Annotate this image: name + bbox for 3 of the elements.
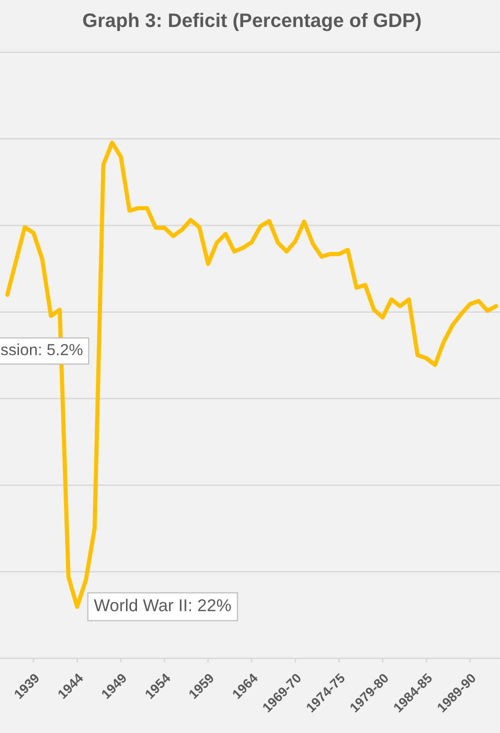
chart-title: Graph 3: Deficit (Percentage of GDP)	[83, 12, 421, 32]
annotation: World War II: 22%	[94, 598, 231, 612]
annotation: ssion: 5.2%	[0, 344, 82, 356]
